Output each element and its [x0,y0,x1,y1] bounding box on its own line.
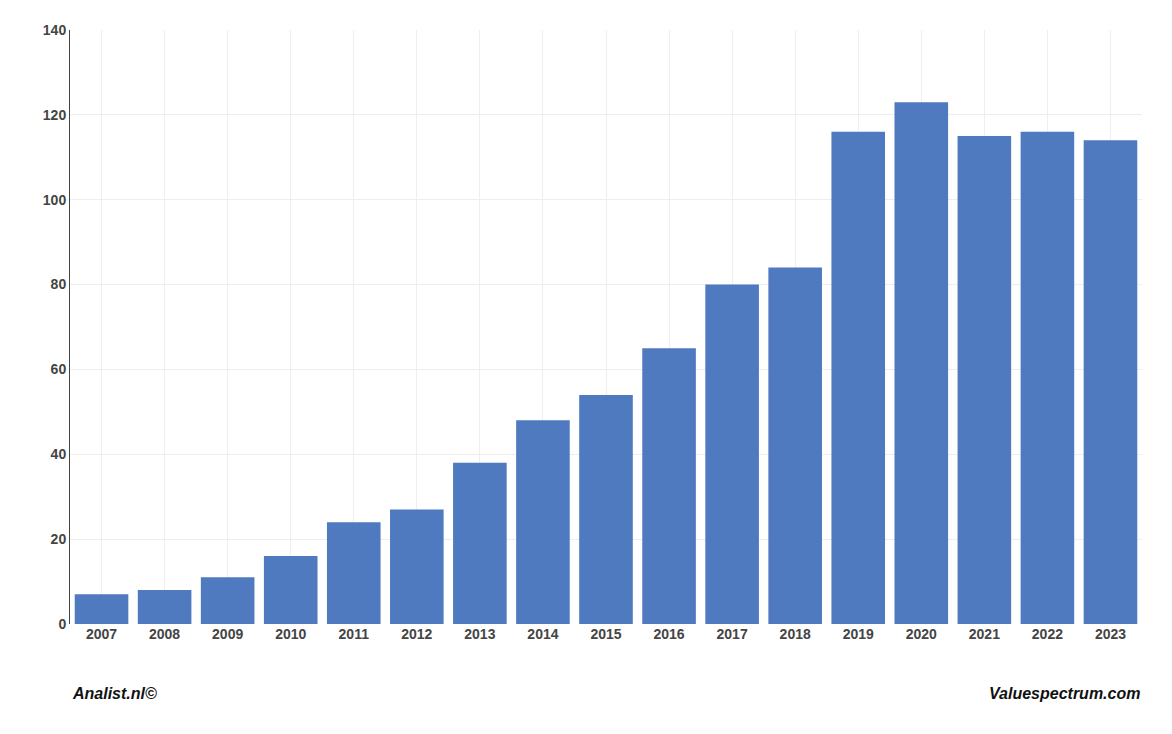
svg-text:2023: 2023 [1095,626,1126,642]
svg-text:0: 0 [58,616,66,632]
svg-text:2022: 2022 [1032,626,1063,642]
svg-text:2011: 2011 [339,626,370,642]
svg-text:2018: 2018 [780,626,811,642]
svg-text:Valuespectrum.com: Valuespectrum.com [989,685,1140,702]
svg-text:Analist.nl©: Analist.nl© [72,685,157,702]
svg-text:2012: 2012 [401,626,432,642]
svg-text:140: 140 [43,22,67,38]
svg-text:2020: 2020 [906,626,937,642]
svg-text:40: 40 [51,446,67,462]
svg-text:120: 120 [43,107,67,123]
svg-text:2019: 2019 [843,626,874,642]
svg-text:100: 100 [43,192,67,208]
svg-text:2017: 2017 [717,626,748,642]
svg-text:80: 80 [51,276,67,292]
svg-text:2009: 2009 [212,626,243,642]
svg-text:20: 20 [51,531,67,547]
svg-text:2021: 2021 [969,626,1000,642]
svg-text:2014: 2014 [527,626,558,642]
svg-text:2008: 2008 [149,626,180,642]
svg-text:2010: 2010 [275,626,306,642]
svg-text:2013: 2013 [464,626,495,642]
svg-text:2016: 2016 [653,626,684,642]
svg-text:2007: 2007 [86,626,117,642]
svg-text:2015: 2015 [590,626,621,642]
svg-text:60: 60 [51,361,67,377]
